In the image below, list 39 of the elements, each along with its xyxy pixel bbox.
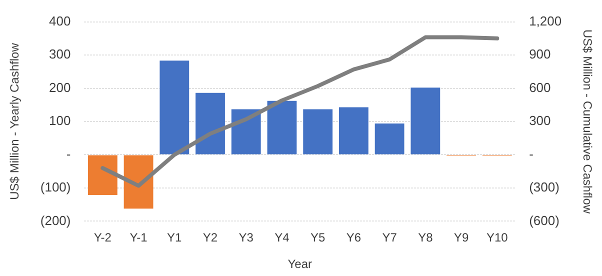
bar bbox=[374, 123, 404, 154]
x-tick-label: Y1 bbox=[167, 230, 182, 245]
bar bbox=[231, 109, 261, 154]
y2-tick-label: - bbox=[529, 146, 534, 162]
x-tick-label: Y8 bbox=[418, 230, 434, 245]
y2-tick-label: 600 bbox=[529, 80, 551, 95]
bar bbox=[88, 155, 118, 195]
bar bbox=[303, 109, 333, 154]
y-tick-label: (200) bbox=[40, 212, 71, 228]
x-tick-label: Y10 bbox=[486, 230, 508, 245]
y2-tick-label: 300 bbox=[529, 113, 551, 128]
y-tick-label: 400 bbox=[49, 13, 71, 28]
bar bbox=[267, 100, 297, 154]
x-tick-label: Y-1 bbox=[130, 230, 148, 245]
y2-tick-label: (600) bbox=[529, 212, 560, 228]
x-axis-title: Year bbox=[288, 257, 312, 272]
x-tick-label: Y-2 bbox=[94, 230, 112, 245]
bar bbox=[410, 88, 440, 154]
y-tick-label: - bbox=[66, 146, 71, 162]
y-tick-label: 200 bbox=[49, 80, 71, 95]
y-tick-label: (100) bbox=[40, 180, 71, 195]
x-tick-label: Y7 bbox=[382, 230, 398, 245]
y2-axis-title: US$ Million - Cumulative Cashflow bbox=[580, 29, 594, 214]
x-tick-label: Y4 bbox=[274, 230, 290, 245]
y2-tick-label: 1,200 bbox=[529, 13, 562, 28]
y2-tick-label: 900 bbox=[529, 46, 551, 62]
x-tick-label: Y3 bbox=[238, 230, 254, 245]
x-tick-label: Y2 bbox=[202, 230, 218, 245]
bar bbox=[160, 60, 190, 154]
y2-tick-label: (300) bbox=[529, 180, 560, 195]
x-tick-label: Y9 bbox=[454, 230, 469, 245]
y-axis-title: US$ Million - Yearly Cashflow bbox=[8, 42, 22, 200]
x-tick-label: Y6 bbox=[346, 230, 362, 245]
bar bbox=[124, 155, 154, 209]
bar bbox=[338, 107, 368, 154]
x-tick-label: Y5 bbox=[310, 230, 326, 245]
y-tick-label: 100 bbox=[49, 113, 71, 128]
bar bbox=[196, 92, 225, 154]
y-tick-label: 300 bbox=[49, 46, 71, 62]
